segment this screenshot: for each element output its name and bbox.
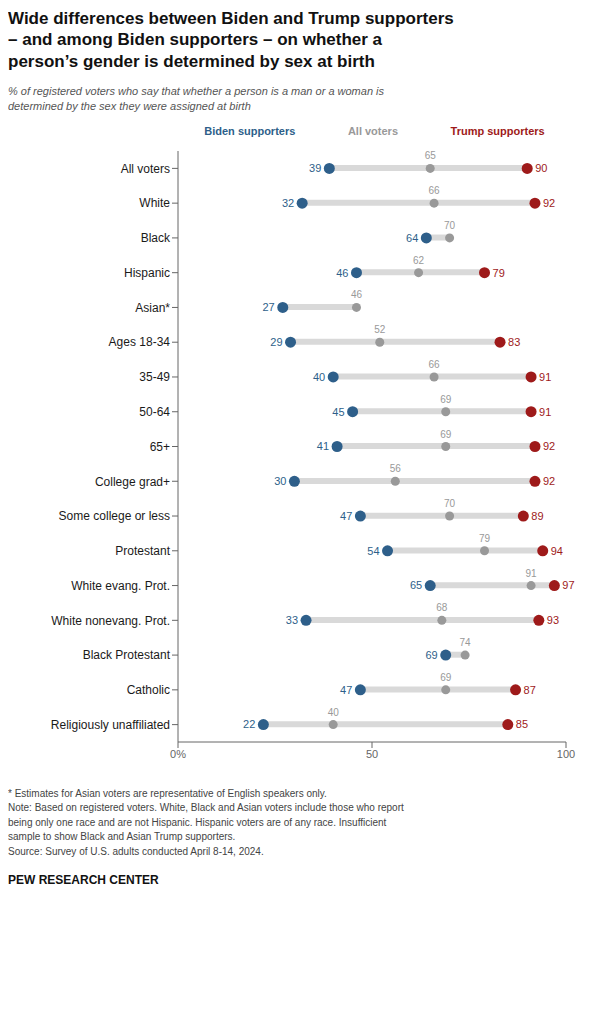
svg-text:45: 45 — [332, 405, 344, 417]
svg-text:Black Protestant: Black Protestant — [83, 648, 171, 662]
svg-text:62: 62 — [413, 254, 425, 265]
svg-text:47: 47 — [340, 509, 352, 521]
html-text:PEW RESEARCH CENTER: PEW RESEARCH CENTER — [8, 873, 159, 887]
svg-text:Some college or less: Some college or less — [59, 509, 170, 523]
svg-text:46: 46 — [336, 266, 348, 278]
svg-text:33: 33 — [286, 614, 298, 626]
svg-text:83: 83 — [508, 336, 520, 348]
html-text:Trump supporters: Trump supporters — [450, 124, 545, 137]
svg-text:0%: 0% — [170, 747, 186, 759]
svg-text:40: 40 — [328, 706, 340, 717]
svg-text:50: 50 — [366, 747, 378, 759]
svg-text:27: 27 — [263, 301, 275, 313]
html-text:Wide differences between Biden: Wide differences between Biden and Trump… — [8, 9, 454, 71]
svg-text:54: 54 — [367, 544, 379, 556]
svg-text:White nonevang. Prot.: White nonevang. Prot. — [51, 613, 170, 627]
svg-text:69: 69 — [425, 648, 437, 660]
svg-text:91: 91 — [539, 370, 551, 382]
svg-text:22: 22 — [243, 718, 255, 730]
svg-text:65: 65 — [410, 579, 422, 591]
html-text:All voters: All voters — [347, 124, 398, 137]
svg-text:68: 68 — [436, 602, 448, 613]
svg-text:All voters: All voters — [121, 161, 170, 175]
svg-text:94: 94 — [551, 544, 563, 556]
svg-text:64: 64 — [406, 231, 418, 243]
svg-text:White evang. Prot.: White evang. Prot. — [71, 578, 170, 592]
svg-text:52: 52 — [374, 324, 386, 335]
svg-text:92: 92 — [543, 197, 555, 209]
svg-text:47: 47 — [340, 683, 352, 695]
svg-text:Religiously unaffiliated: Religiously unaffiliated — [51, 717, 170, 731]
svg-text:56: 56 — [390, 463, 402, 474]
svg-text:66: 66 — [429, 359, 441, 370]
svg-text:66: 66 — [429, 185, 441, 196]
svg-text:40: 40 — [313, 370, 325, 382]
svg-text:92: 92 — [543, 440, 555, 452]
html-text:Biden supporters: Biden supporters — [204, 124, 296, 137]
svg-text:32: 32 — [282, 197, 294, 209]
svg-text:91: 91 — [539, 405, 551, 417]
svg-text:89: 89 — [531, 509, 543, 521]
svg-text:Ages 18-34: Ages 18-34 — [109, 335, 171, 349]
svg-text:85: 85 — [516, 718, 528, 730]
svg-text:Black: Black — [141, 231, 171, 245]
svg-text:93: 93 — [547, 614, 559, 626]
svg-text:87: 87 — [524, 683, 536, 695]
svg-text:79: 79 — [493, 266, 505, 278]
svg-text:39: 39 — [309, 162, 321, 174]
svg-text:69: 69 — [440, 671, 452, 682]
html-text:% of registered voters who say: % of registered voters who say that whet… — [8, 84, 384, 113]
svg-text:30: 30 — [274, 475, 286, 487]
html-text:* Estimates for Asian voters a: * Estimates for Asian voters are represe… — [8, 787, 404, 857]
svg-text:College grad+: College grad+ — [95, 474, 170, 488]
svg-text:65: 65 — [425, 150, 437, 161]
svg-text:92: 92 — [543, 475, 555, 487]
svg-text:90: 90 — [535, 162, 547, 174]
svg-text:65+: 65+ — [150, 439, 170, 453]
svg-text:White: White — [139, 196, 170, 210]
svg-text:Protestant: Protestant — [115, 544, 170, 558]
svg-text:100: 100 — [557, 747, 575, 759]
svg-text:74: 74 — [460, 637, 472, 648]
svg-text:35-49: 35-49 — [139, 370, 170, 384]
svg-text:41: 41 — [317, 440, 329, 452]
svg-text:70: 70 — [444, 498, 456, 509]
svg-text:46: 46 — [351, 289, 363, 300]
svg-text:97: 97 — [562, 579, 574, 591]
svg-text:69: 69 — [440, 428, 452, 439]
svg-text:79: 79 — [479, 532, 491, 543]
svg-text:Catholic: Catholic — [127, 683, 170, 697]
svg-text:91: 91 — [526, 567, 538, 578]
svg-text:Asian*: Asian* — [135, 300, 170, 314]
svg-text:Hispanic: Hispanic — [124, 265, 170, 279]
svg-text:29: 29 — [270, 336, 282, 348]
svg-text:69: 69 — [440, 393, 452, 404]
svg-text:70: 70 — [444, 219, 456, 230]
svg-text:50-64: 50-64 — [139, 405, 170, 419]
